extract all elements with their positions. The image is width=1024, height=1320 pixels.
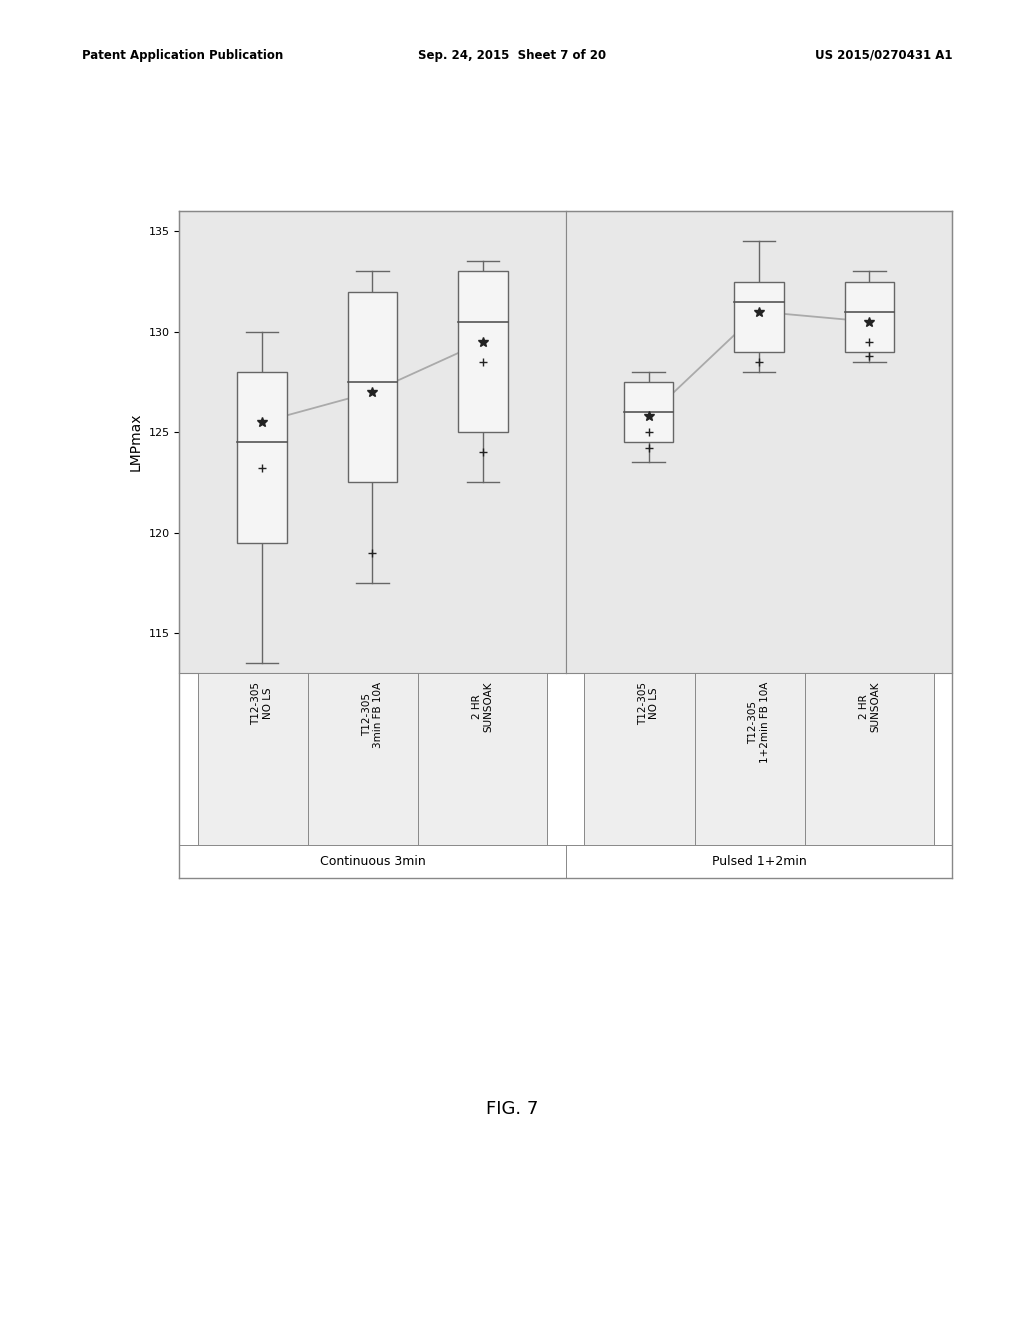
Bar <box>734 281 784 352</box>
Text: T12-305
1+2min FB 10A: T12-305 1+2min FB 10A <box>749 682 770 763</box>
Text: Continuous 3min: Continuous 3min <box>319 855 425 867</box>
Bar <box>624 381 674 442</box>
Text: T12-305
NO LS: T12-305 NO LS <box>251 682 272 725</box>
Text: 2 HR
SUNSOAK: 2 HR SUNSOAK <box>472 682 494 733</box>
Text: Pulsed 1+2min: Pulsed 1+2min <box>712 855 807 867</box>
Y-axis label: LMPmax: LMPmax <box>129 413 142 471</box>
Text: Patent Application Publication: Patent Application Publication <box>82 49 284 62</box>
Text: T12-305
NO LS: T12-305 NO LS <box>638 682 659 725</box>
Text: US 2015/0270431 A1: US 2015/0270431 A1 <box>815 49 952 62</box>
Text: T12-305
3min FB 10A: T12-305 3min FB 10A <box>361 682 383 748</box>
Bar <box>347 292 397 482</box>
Bar <box>845 281 894 352</box>
Bar <box>238 372 287 543</box>
Bar <box>458 272 508 432</box>
Text: Sep. 24, 2015  Sheet 7 of 20: Sep. 24, 2015 Sheet 7 of 20 <box>418 49 606 62</box>
Text: 2 HR
SUNSOAK: 2 HR SUNSOAK <box>859 682 881 733</box>
Text: FIG. 7: FIG. 7 <box>485 1100 539 1118</box>
